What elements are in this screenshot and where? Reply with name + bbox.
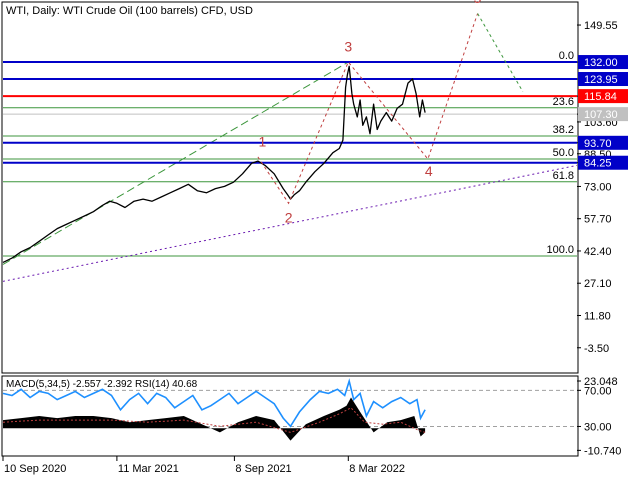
wave-annotations: 12345(1) xyxy=(257,0,524,225)
level-badge xyxy=(578,72,628,87)
price-plot-frame xyxy=(1,1,579,374)
x-tick-label: 10 Sep 2020 xyxy=(4,463,66,475)
level-badge xyxy=(578,135,628,150)
price-y-tick-label: 27.10 xyxy=(584,278,612,290)
x-tick-label: 8 Sep 2021 xyxy=(235,463,291,475)
level-badge-label: 115.84 xyxy=(584,91,617,103)
indicator-title: MACD(5,34,5) -2.557 -2.392 RSI(14) 40.68 xyxy=(6,379,198,390)
level-badge-label: 132.00 xyxy=(584,57,618,69)
fib-label: 38.2 xyxy=(553,124,574,136)
fib-label: 61.8 xyxy=(553,170,574,182)
wave-label: 2 xyxy=(285,209,293,225)
rsi-line xyxy=(2,378,426,428)
price-y-tick-label: 57.70 xyxy=(584,214,612,226)
price-y-tick-label: 149.55 xyxy=(584,20,618,32)
level-badge-label: 123.95 xyxy=(584,74,618,86)
macd-histogram-area xyxy=(3,397,426,441)
x-tick-label: 11 Mar 2021 xyxy=(118,463,179,475)
level-badge xyxy=(578,107,628,122)
price-y-tick-label: 73.00 xyxy=(584,181,612,193)
level-badge xyxy=(578,89,628,104)
fib-label: 50.0 xyxy=(553,147,574,159)
indicator-plot-frame xyxy=(1,375,579,457)
price-chart-title: WTI, Daily: WTI Crude Oil (100 barrels) … xyxy=(6,5,253,17)
channel-lines xyxy=(2,61,578,282)
macd-histogram xyxy=(3,397,426,441)
upper-channel-line xyxy=(2,61,349,265)
indicator-y-tick-label: 23.048 xyxy=(584,376,618,388)
price-y-tick-label: 11.80 xyxy=(584,310,611,322)
fib-label: 0.0 xyxy=(559,50,574,62)
wave-label: 1 xyxy=(259,133,267,149)
price-line xyxy=(2,65,426,263)
elliott-wave-path xyxy=(257,13,479,205)
wave-label: 4 xyxy=(425,163,433,179)
x-tick-label: 8 Mar 2022 xyxy=(349,463,405,475)
indicator-y-tick-label: 70.00 xyxy=(584,385,612,397)
price-y-tick-label: -3.50 xyxy=(584,343,609,355)
horizontal-levels xyxy=(3,61,577,164)
indicator-lines xyxy=(2,378,426,433)
level-badge xyxy=(578,55,628,70)
level-badges: 132.00 123.95 115.84 107.30 93.70 84.25 xyxy=(578,55,628,170)
price-y-tick-label: 42.40 xyxy=(584,246,612,258)
level-badge xyxy=(578,155,628,170)
x-axis: 10 Sep 2020 11 Mar 2021 8 Sep 2021 8 Mar 20… xyxy=(2,456,405,475)
fib-label: 100.0 xyxy=(546,244,574,256)
level-badge-label: 107.30 xyxy=(584,109,618,121)
macd-signal-line xyxy=(2,407,426,433)
fib-label: 23.6 xyxy=(553,96,574,108)
indicator-y-tick-label: 30.00 xyxy=(584,421,612,433)
level-badge-label: 93.70 xyxy=(584,138,612,150)
indicator-y-tick-label: -10.740 xyxy=(584,445,621,457)
wave-label: 5 xyxy=(474,0,482,6)
price-series xyxy=(2,65,426,263)
level-badge-label: 84.25 xyxy=(584,158,612,170)
wave-label: 3 xyxy=(344,38,352,54)
